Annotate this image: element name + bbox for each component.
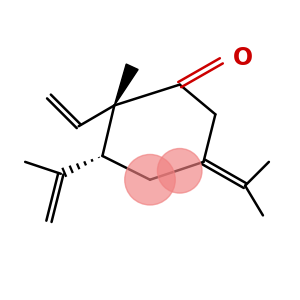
Circle shape [125,154,175,205]
Circle shape [158,148,202,193]
Polygon shape [114,64,138,105]
Text: O: O [233,46,253,70]
